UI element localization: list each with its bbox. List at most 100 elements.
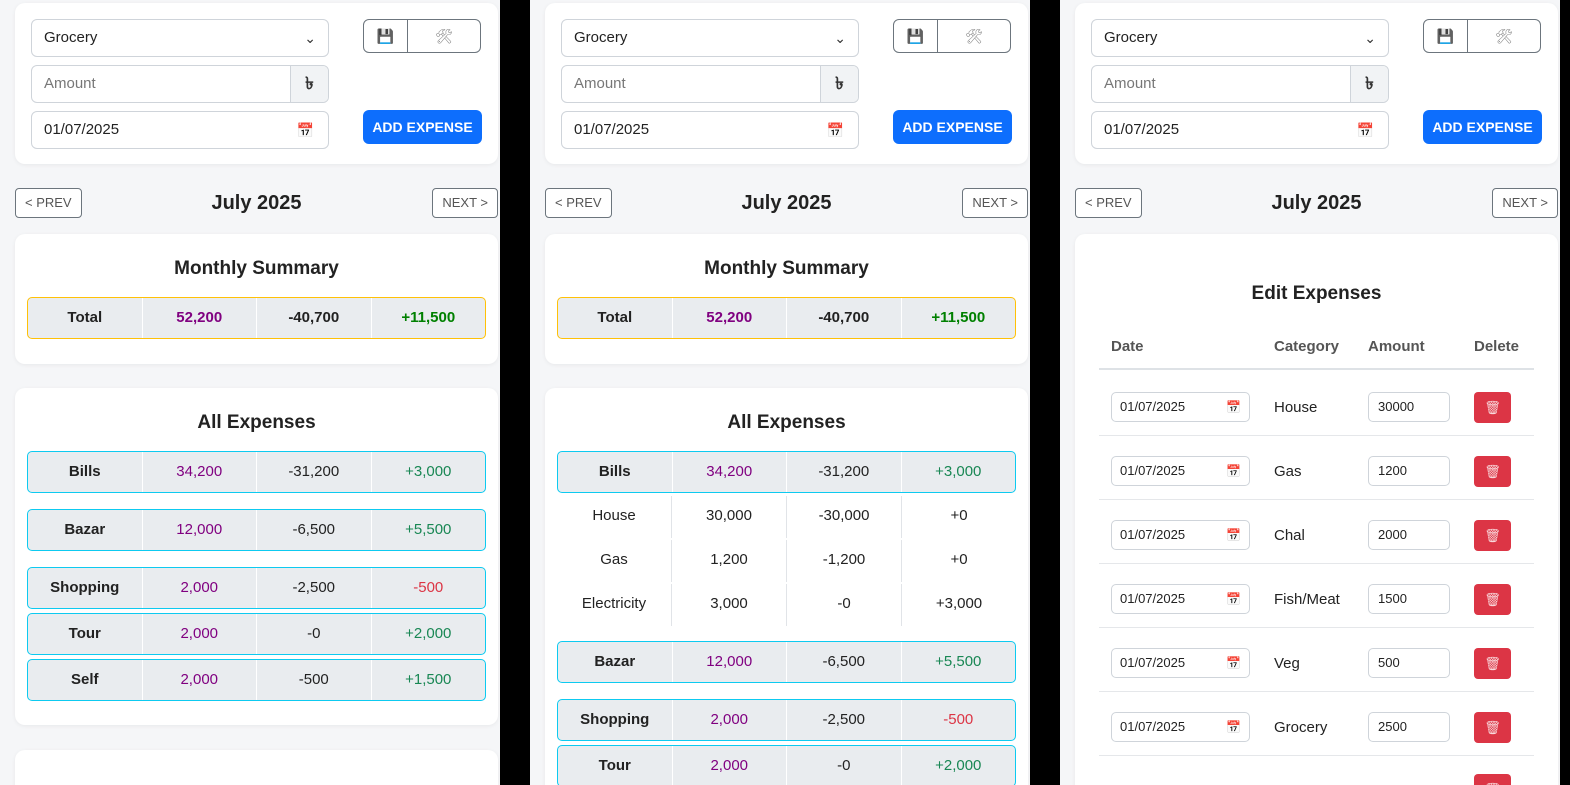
tools-icon[interactable]: 🛠	[435, 28, 453, 44]
amount-placeholder: Amount	[1104, 75, 1156, 92]
delete-button[interactable]: 🗑	[1474, 648, 1511, 679]
calendar-icon[interactable]: 📅	[1226, 464, 1241, 478]
trash-icon: 🗑	[1484, 656, 1501, 671]
prev-month-button[interactable]: < PREV	[15, 188, 82, 218]
edit-row: 01/07/2025 📅 Veg 500 🗑	[1099, 628, 1534, 692]
category-row-bills[interactable]: Bills 34,200 -31,200 +3,000	[27, 451, 486, 493]
category-row-bills[interactable]: Bills 34,200 -31,200 +3,000	[557, 451, 1016, 493]
calendar-icon[interactable]: 📅	[1356, 122, 1374, 138]
edit-row: 01/07/2025 📅 House 30000 🗑	[1099, 372, 1534, 436]
delete-button[interactable]: 🗑	[1474, 456, 1511, 487]
edit-amount-input[interactable]: 1500	[1368, 584, 1450, 614]
save-icon[interactable]: 💾	[894, 20, 938, 52]
date-input[interactable]: 01/07/2025 📅	[561, 111, 859, 149]
calendar-icon[interactable]: 📅	[1226, 656, 1241, 670]
category-select[interactable]: Grocery ⌄	[1091, 19, 1389, 57]
prev-month-button[interactable]: < PREV	[545, 188, 612, 218]
edit-date-value: 01/07/2025	[1120, 399, 1186, 414]
expense-form-card: Grocery ⌄ Amount ৳ 01/07/2025 📅 💾 🛠 ADD EXP…	[1075, 3, 1558, 164]
calendar-icon[interactable]: 📅	[1226, 720, 1241, 734]
subcategory-row-house: House 30,000 -30,000 +0	[557, 496, 1016, 538]
summary-title: Monthly Summary	[704, 258, 869, 279]
category-label: Tour	[558, 746, 673, 785]
date-value: 01/07/2025	[1104, 121, 1180, 138]
calendar-icon[interactable]: 📅	[1226, 592, 1241, 606]
header-delete: Delete	[1474, 338, 1520, 355]
category-spent: -31,200	[257, 452, 372, 492]
edit-date-input[interactable]: 01/07/2025 📅	[1111, 584, 1250, 614]
next-month-button[interactable]: NEXT >	[432, 188, 498, 218]
calendar-icon[interactable]: 📅	[1226, 528, 1241, 542]
add-expense-button[interactable]: ADD EXPENSE	[363, 110, 482, 144]
tools-icon[interactable]: 🛠	[965, 28, 983, 44]
category-row-bazar[interactable]: Bazar 12,000 -6,500 +5,500	[557, 641, 1016, 683]
amount-input[interactable]: Amount ৳	[1091, 65, 1389, 103]
edit-amount-input[interactable]: 1200	[1368, 456, 1450, 486]
subcategory-label: Electricity	[557, 584, 672, 626]
amount-input[interactable]: Amount ৳	[561, 65, 859, 103]
category-label: Shopping	[28, 568, 143, 608]
expenses-title: All Expenses	[727, 412, 846, 433]
subcategory-spent: -30,000	[787, 496, 902, 538]
action-button-group: 💾 🛠	[893, 19, 1011, 53]
delete-button[interactable]: 🗑	[1474, 584, 1511, 615]
date-input[interactable]: 01/07/2025 📅	[1091, 111, 1389, 149]
month-title: July 2025	[741, 192, 832, 214]
add-expense-button[interactable]: ADD EXPENSE	[1423, 110, 1542, 144]
date-value: 01/07/2025	[44, 121, 120, 138]
calendar-icon[interactable]: 📅	[826, 122, 844, 138]
subcategory-label: House	[557, 496, 672, 538]
edit-amount-input[interactable]: 30000	[1368, 392, 1450, 422]
expenses-title: All Expenses	[197, 412, 316, 433]
category-label: Bills	[28, 452, 143, 492]
edit-category: Veg	[1274, 655, 1300, 672]
currency-addon: ৳	[820, 66, 858, 102]
prev-month-button[interactable]: < PREV	[1075, 188, 1142, 218]
header-date: Date	[1111, 338, 1144, 355]
subcategory-balance: +0	[950, 507, 968, 524]
date-input[interactable]: 01/07/2025 📅	[31, 111, 329, 149]
category-row-tour[interactable]: Tour 2,000 -0 +2,000	[27, 613, 486, 655]
edit-row: 01/07/2025 📅 Fish/Meat 1500 🗑	[1099, 564, 1534, 628]
edit-date-input[interactable]: 01/07/2025 📅	[1111, 392, 1250, 422]
category-row-shopping[interactable]: Shopping 2,000 -2,500 -500	[27, 567, 486, 609]
delete-button[interactable]: 🗑	[1474, 774, 1511, 785]
category-select[interactable]: Grocery ⌄	[561, 19, 859, 57]
edit-date-input[interactable]: 01/07/2025 📅	[1111, 456, 1250, 486]
edit-date-input[interactable]: 01/07/2025 📅	[1111, 520, 1250, 550]
calendar-icon[interactable]: 📅	[296, 122, 314, 138]
next-month-button[interactable]: NEXT >	[962, 188, 1028, 218]
delete-button[interactable]: 🗑	[1474, 520, 1511, 551]
action-button-group: 💾 🛠	[363, 19, 481, 53]
category-income: 34,200	[143, 452, 257, 492]
category-row-shopping[interactable]: Shopping 2,000 -2,500 -500	[557, 699, 1016, 741]
next-month-button[interactable]: NEXT >	[1492, 188, 1558, 218]
category-row-tour[interactable]: Tour 2,000 -0 +2,000	[557, 745, 1016, 785]
edit-date-input[interactable]: 01/07/2025 📅	[1111, 712, 1250, 742]
tools-icon[interactable]: 🛠	[1495, 28, 1513, 44]
subcategory-spent: -0	[787, 584, 902, 626]
category-income: 2,000	[143, 568, 257, 608]
month-navigation: < PREV July 2025 NEXT >	[1075, 188, 1558, 218]
edit-category: Fish/Meat	[1274, 591, 1340, 608]
edit-amount-input[interactable]: 2500	[1368, 712, 1450, 742]
edit-amount-input[interactable]: 2000	[1368, 520, 1450, 550]
delete-button[interactable]: 🗑	[1474, 392, 1511, 423]
add-expense-button[interactable]: ADD EXPENSE	[893, 110, 1012, 144]
save-icon[interactable]: 💾	[1424, 20, 1468, 52]
subcategory-spent: -1,200	[787, 540, 902, 582]
edit-amount-input[interactable]: 500	[1368, 648, 1450, 678]
edit-row: 01/07/2025 📅 Chal 2000 🗑	[1099, 500, 1534, 564]
delete-button[interactable]: 🗑	[1474, 712, 1511, 743]
month-navigation: < PREV July 2025 NEXT >	[545, 188, 1028, 218]
save-icon[interactable]: 💾	[364, 20, 408, 52]
category-select[interactable]: Grocery ⌄	[31, 19, 329, 57]
next-card-partial	[15, 750, 498, 785]
monthly-summary-card: Monthly Summary Total 52,200 -40,700 +11…	[15, 234, 498, 364]
amount-input[interactable]: Amount ৳	[31, 65, 329, 103]
calendar-icon[interactable]: 📅	[1226, 400, 1241, 414]
edit-date-input[interactable]: 01/07/2025 📅	[1111, 648, 1250, 678]
category-row-bazar[interactable]: Bazar 12,000 -6,500 +5,500	[27, 509, 486, 551]
category-row-self[interactable]: Self 2,000 -500 +1,500	[27, 659, 486, 701]
header-category: Category	[1274, 338, 1340, 355]
